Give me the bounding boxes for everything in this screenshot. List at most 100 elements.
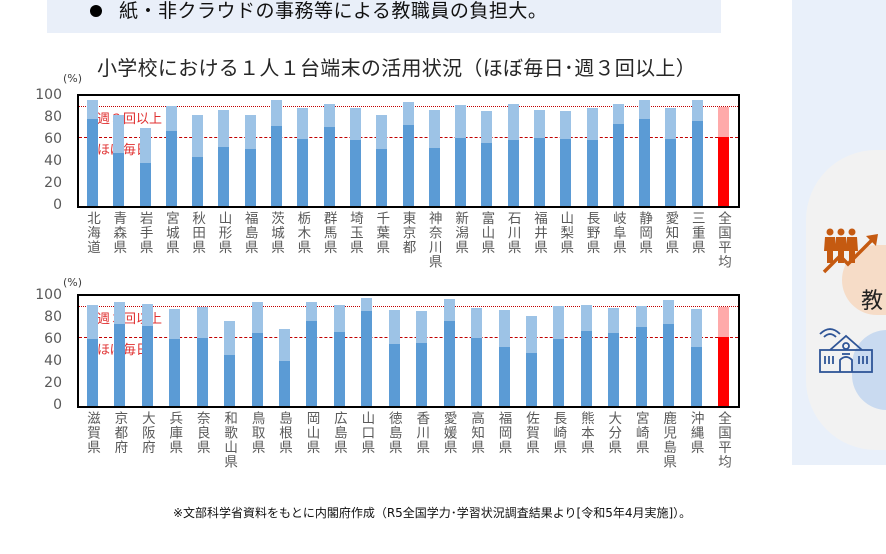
- bar-segment-daily: [297, 138, 309, 206]
- x-tick-label: 山梨県: [557, 211, 574, 255]
- bar-segment-daily: [139, 163, 151, 206]
- x-tick-label: 島根県: [276, 411, 293, 455]
- bar-segment-daily: [560, 138, 572, 206]
- bar-11: [376, 114, 388, 206]
- y-tick-label: 60: [44, 131, 62, 147]
- y-tick-label: 0: [53, 197, 62, 213]
- bar-10: [349, 108, 361, 206]
- x-tick-label: 香川県: [413, 411, 430, 455]
- bar-18: [560, 111, 572, 206]
- x-tick-label: 徳島県: [385, 411, 402, 455]
- x-tick-label: 宮城県: [162, 211, 179, 255]
- x-tick-label: 高知県: [468, 411, 485, 455]
- bar-segment-daily: [553, 338, 565, 406]
- bar-segment-daily: [498, 346, 510, 406]
- bar-20: [635, 305, 647, 406]
- x-tick-label: 石川県: [504, 211, 521, 255]
- bar-segment-daily: [443, 321, 455, 406]
- bar-8: [306, 301, 318, 406]
- bar-segment-daily: [455, 137, 467, 206]
- bar-14: [471, 308, 483, 406]
- y-tick-label: 100: [35, 287, 62, 303]
- bar-1: [114, 301, 126, 406]
- bar-0: [87, 100, 98, 206]
- y-tick-label: 40: [44, 353, 62, 369]
- x-tick-label: 北海道: [84, 211, 100, 255]
- bar-19: [586, 108, 598, 206]
- x-tick-label: 滋賀県: [84, 411, 100, 455]
- people-growth-icon: [822, 226, 882, 280]
- bar-segment-daily: [525, 353, 537, 406]
- y-axis-unit: (%): [63, 72, 83, 85]
- bar-segment-daily: [402, 124, 414, 206]
- x-tick-label: 兵庫県: [166, 411, 183, 455]
- bar-3: [165, 105, 177, 206]
- x-tick-label: 佐賀県: [522, 411, 539, 455]
- bar-segment-daily: [333, 332, 345, 406]
- x-tick-label: 和歌山県: [221, 411, 238, 469]
- bar-4: [196, 307, 208, 406]
- bar-18: [580, 304, 592, 406]
- bar-6: [244, 114, 256, 206]
- bar-8: [297, 108, 309, 206]
- x-tick-label: 大分県: [605, 411, 622, 455]
- bar-segment-daily: [224, 355, 236, 406]
- bar-segment-daily: [428, 147, 440, 206]
- bar-13: [428, 110, 440, 206]
- bar-segment-daily: [251, 333, 263, 406]
- y-tick-label: 100: [35, 87, 62, 103]
- bar-10: [361, 298, 373, 406]
- bar-segment-daily: [690, 346, 702, 406]
- bar-13: [443, 299, 455, 406]
- x-tick-label: 福井県: [530, 211, 547, 255]
- bar-segment-daily: [349, 140, 361, 206]
- y-tick-label: 60: [44, 331, 62, 347]
- bar-0: [87, 304, 98, 406]
- x-tick-label: 秋田県: [189, 211, 206, 255]
- x-tick-label: 全国平均: [715, 411, 731, 469]
- y-tick-label: 40: [44, 153, 62, 169]
- bar-segment-daily: [665, 138, 677, 206]
- bar-1: [113, 114, 125, 206]
- ref-label-weekly3: 週３回以上: [97, 112, 163, 127]
- bar-segment-daily: [192, 156, 204, 206]
- bar-segment-daily: [113, 153, 125, 206]
- x-tick-label: 青森県: [110, 211, 127, 255]
- bar-21: [663, 300, 675, 406]
- bullet-icon: [90, 5, 102, 17]
- bar-segment-daily: [416, 343, 428, 406]
- x-tick-label: 沖縄県: [687, 411, 704, 455]
- school-wifi-icon: [816, 322, 876, 378]
- bar-6: [251, 301, 263, 406]
- x-tick-label: 富山県: [478, 211, 495, 255]
- x-tick-label: 岡山県: [303, 411, 320, 455]
- x-tick-label: 鹿児島県: [660, 411, 677, 469]
- bar-7: [271, 100, 283, 206]
- x-tick-label: 山形県: [215, 211, 232, 255]
- bar-segment-daily: [169, 338, 181, 406]
- x-tick-label: 愛知県: [662, 211, 679, 255]
- bar-11: [388, 310, 400, 406]
- x-tick-label: 福岡県: [495, 411, 512, 455]
- bar-24: [718, 107, 729, 206]
- bar-segment-daily: [663, 323, 675, 406]
- bar-7: [279, 329, 291, 406]
- bar-4: [192, 114, 204, 206]
- header-band: 紙・非クラウドの事務等による教職員の負担大。: [47, 0, 721, 33]
- panel-text: 教: [861, 289, 884, 314]
- bar-segment-daily: [87, 338, 98, 406]
- x-tick-label: 群馬県: [320, 211, 337, 255]
- x-tick-label: 広島県: [330, 411, 347, 455]
- x-tick-label: 奈良県: [193, 411, 210, 455]
- source-footnote: ※文部科学省資料をもとに内閣府作成（R5全国学力･学習状況調査結果より[令和5年…: [173, 506, 692, 520]
- bar-segment-daily: [580, 331, 592, 406]
- bar-segment-daily: [218, 146, 230, 206]
- bar-segment-daily: [718, 336, 729, 406]
- x-tick-label: 千葉県: [373, 211, 390, 255]
- bar-segment-daily: [244, 148, 256, 206]
- x-tick-label: 鳥取県: [248, 411, 265, 455]
- bar-22: [690, 309, 702, 406]
- x-tick-label: 新潟県: [452, 211, 469, 255]
- bar-segment-daily: [533, 137, 545, 206]
- bar-segment-daily: [639, 119, 651, 206]
